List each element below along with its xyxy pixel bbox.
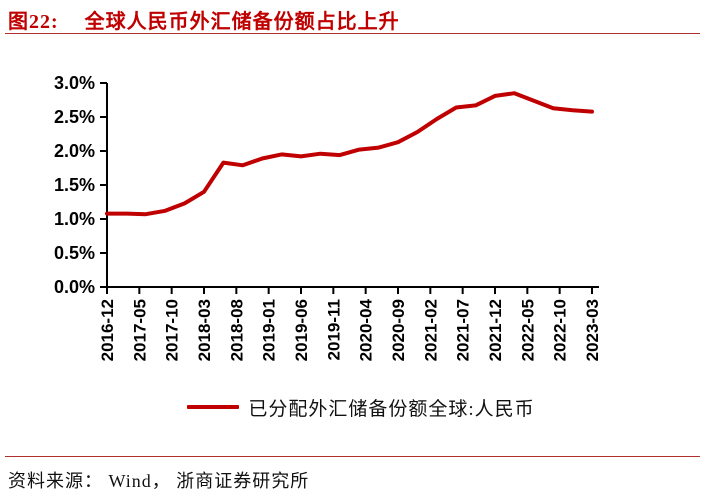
y-tick-label: 3.0% — [54, 73, 95, 93]
figure-title-text: 全球人民币外汇储备份额占比上升 — [84, 11, 400, 33]
x-tick-label: 2018-08 — [227, 299, 246, 361]
source-note: 资料来源： Wind， 浙商证券研究所 — [8, 471, 310, 491]
figure-title: 图22: 全球人民币外汇储备份额占比上升 — [8, 5, 400, 34]
x-tick-label: 2017-05 — [130, 299, 149, 361]
title-underline — [5, 33, 700, 34]
y-tick-label: 1.0% — [54, 209, 95, 229]
y-tick-label: 0.0% — [54, 277, 95, 297]
x-tick-label: 2020-09 — [389, 299, 408, 361]
x-tick-label: 2017-10 — [163, 299, 182, 361]
x-tick-label: 2019-11 — [324, 299, 343, 360]
figure-number: 图22: — [8, 11, 59, 33]
y-tick-label: 1.5% — [54, 175, 95, 195]
x-tick-label: 2023-03 — [583, 299, 602, 361]
x-tick-label: 2021-07 — [454, 299, 473, 361]
x-tick-label: 2021-02 — [421, 299, 440, 361]
y-tick-label: 0.5% — [54, 243, 95, 263]
y-tick-label: 2.0% — [54, 141, 95, 161]
line-chart: 0.0% 0.5% 1.0% 1.5% 2.0% 2.5% 3.0% 2016-12 2017-… — [54, 73, 602, 361]
x-tick-label: 2022-10 — [551, 299, 570, 361]
x-tick-label: 2019-06 — [292, 299, 311, 361]
x-tick-label: 2020-04 — [357, 298, 376, 361]
chart-legend: 已分配外汇储备份额全球:人民币 — [0, 394, 722, 420]
x-tick-label: 2016-12 — [98, 299, 117, 361]
legend-line-swatch — [187, 405, 240, 409]
x-tick-label: 2021-12 — [486, 299, 505, 361]
y-tick-label: 2.5% — [54, 107, 95, 127]
footer-divider — [5, 456, 700, 457]
x-tick-label: 2022-05 — [518, 299, 537, 361]
legend-label: 已分配外汇储备份额全球:人民币 — [248, 398, 535, 420]
data-line-cny-share — [105, 91, 594, 217]
x-tick-label: 2018-03 — [195, 299, 214, 361]
x-tick-label: 2019-01 — [260, 299, 279, 361]
